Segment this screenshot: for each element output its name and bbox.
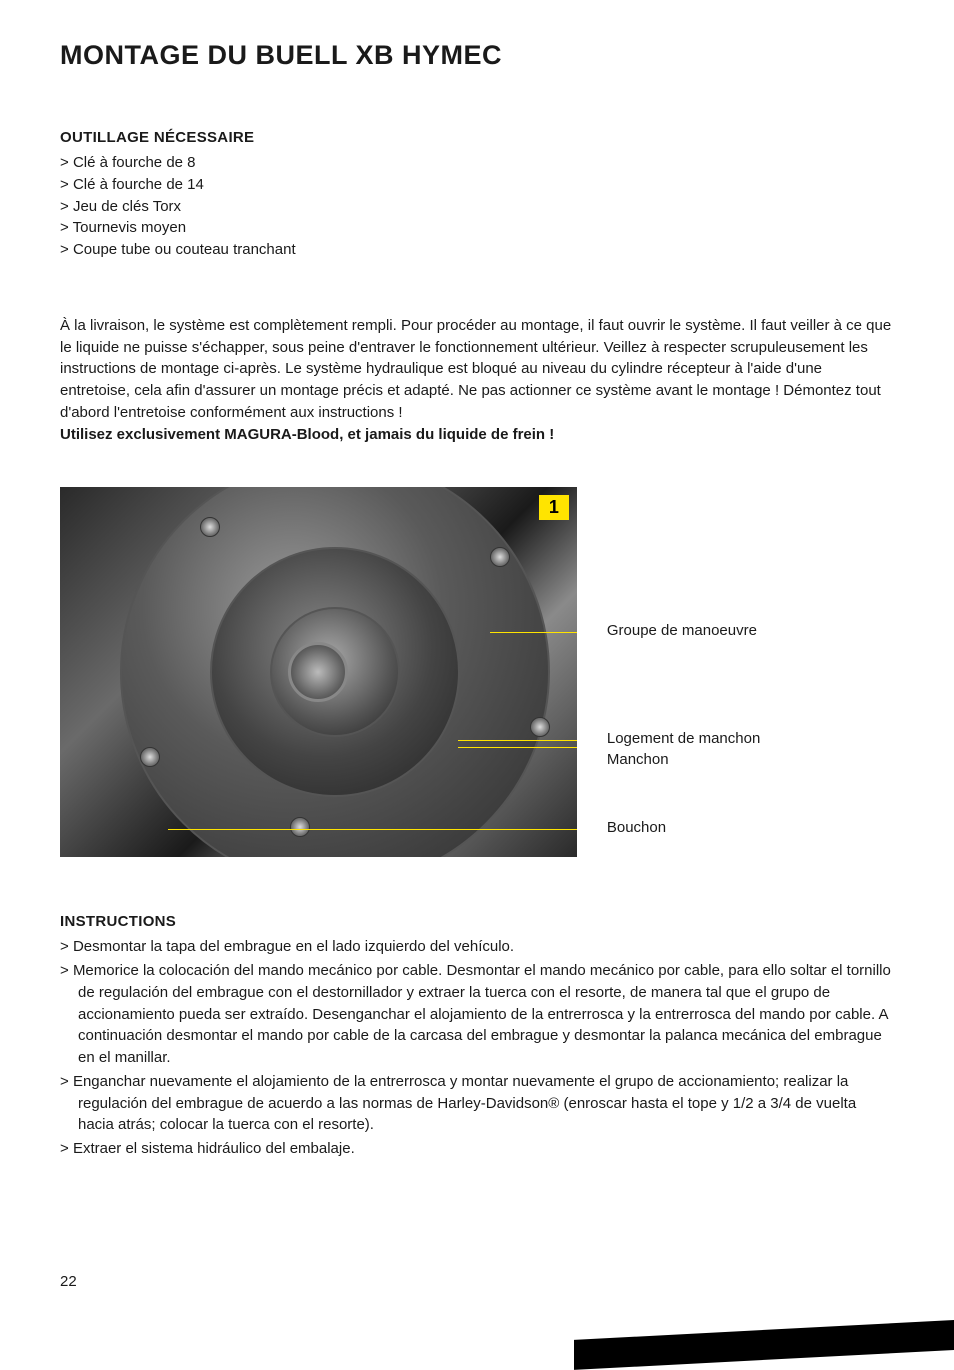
figure-badge: 1 — [539, 495, 569, 520]
figure-row: 1 Groupe de manoeuvre Logement de mancho… — [60, 487, 894, 857]
list-item: Tournevis moyen — [60, 217, 894, 239]
figure-label: Manchon — [607, 751, 669, 768]
document-page: MONTAGE DU BUELL XB HYMEC OUTILLAGE NÉCE… — [0, 0, 954, 1350]
figure-label: Bouchon — [607, 819, 666, 836]
tools-heading: OUTILLAGE NÉCESSAIRE — [60, 129, 894, 146]
intro-paragraph: À la livraison, le système est complètem… — [60, 315, 894, 446]
list-item: Desmontar la tapa del embrague en el lad… — [60, 936, 894, 958]
leader-line — [458, 740, 577, 741]
list-item: Extraer el sistema hidráulico del embala… — [60, 1138, 894, 1160]
instructions-heading: INSTRUCTIONS — [60, 913, 894, 930]
page-title: MONTAGE DU BUELL XB HYMEC — [60, 40, 894, 71]
figure-label: Groupe de manoeuvre — [607, 622, 757, 639]
figure-image: 1 — [60, 487, 577, 857]
list-item: Enganchar nuevamente el alojamiento de l… — [60, 1071, 894, 1136]
list-item: Jeu de clés Torx — [60, 196, 894, 218]
intro-text: À la livraison, le système est complètem… — [60, 317, 891, 421]
list-item: Clé à fourche de 8 — [60, 152, 894, 174]
page-number: 22 — [60, 1273, 77, 1290]
figure-labels: Groupe de manoeuvre Logement de manchon … — [607, 487, 894, 857]
instructions-list: Desmontar la tapa del embrague en el lad… — [60, 936, 894, 1160]
figure-label: Logement de manchon — [607, 730, 760, 747]
leader-line — [168, 829, 577, 830]
list-item: Memorice la colocación del mando mecánic… — [60, 960, 894, 1069]
corner-decoration — [574, 1320, 954, 1370]
intro-bold: Utilisez exclusivement MAGURA-Blood, et … — [60, 426, 554, 443]
leader-line — [490, 632, 577, 633]
tools-list: Clé à fourche de 8 Clé à fourche de 14 J… — [60, 152, 894, 261]
leader-line — [458, 747, 577, 748]
list-item: Coupe tube ou couteau tranchant — [60, 239, 894, 261]
list-item: Clé à fourche de 14 — [60, 174, 894, 196]
